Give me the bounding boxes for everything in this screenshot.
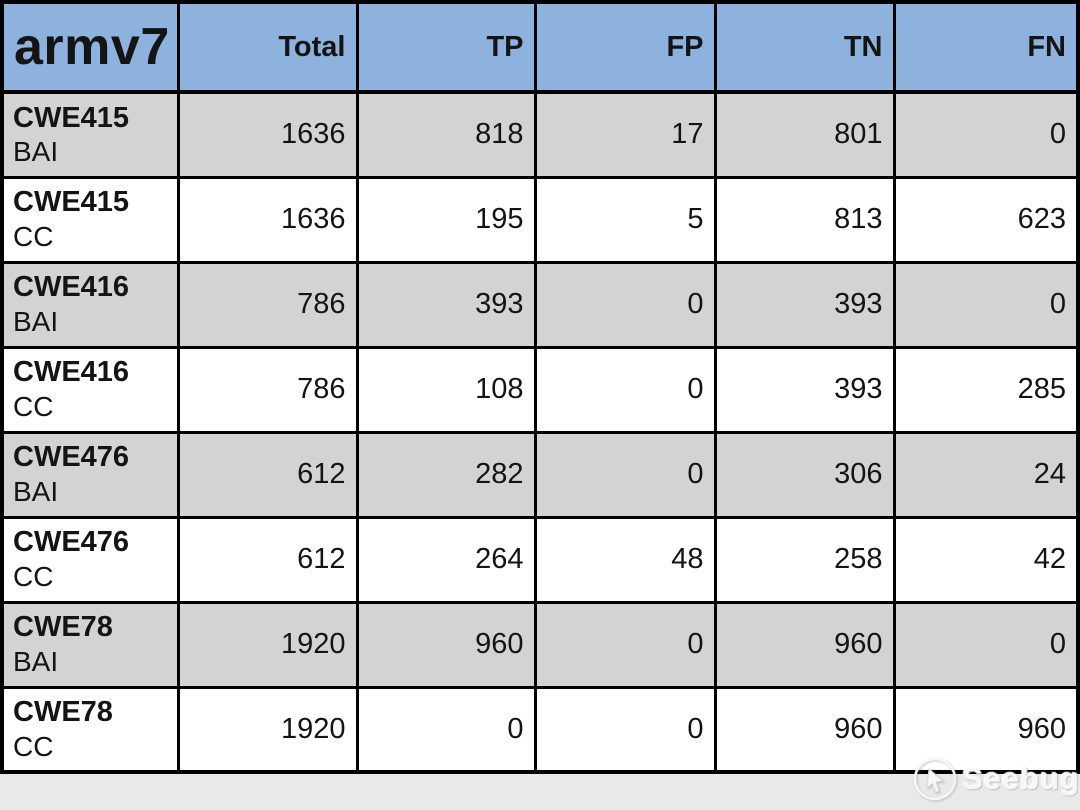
- total-cell: 1636: [176, 175, 359, 264]
- cwe-id: CWE415: [13, 101, 130, 134]
- total-cell: 612: [176, 515, 359, 604]
- table-title: armv7: [0, 0, 180, 94]
- tn-cell: 306: [713, 430, 896, 519]
- fp-cell: 17: [533, 90, 717, 179]
- fn-cell: 285: [892, 345, 1080, 434]
- fn-cell: 24: [892, 430, 1080, 519]
- cwe-id: CWE476: [13, 441, 130, 474]
- fn-cell: 960: [892, 685, 1080, 774]
- cwe-id: CWE416: [13, 356, 130, 389]
- cwe-id: CWE416: [13, 271, 130, 304]
- tool-variant: BAI: [13, 136, 59, 168]
- row-label-cell: CWE78 BAI: [0, 600, 180, 689]
- table-row: CWE78 CC 1920 0 0 960 960: [0, 685, 1080, 774]
- header-row: armv7 Total TP FP TN FN: [0, 0, 1080, 94]
- fp-cell: 5: [533, 175, 717, 264]
- tp-cell: 264: [355, 515, 537, 604]
- fn-cell: 0: [892, 90, 1080, 179]
- fn-cell: 0: [892, 260, 1080, 349]
- tp-cell: 195: [355, 175, 537, 264]
- row-label-cell: CWE78 CC: [0, 685, 180, 774]
- tool-variant: BAI: [13, 646, 59, 678]
- table-row: CWE476 BAI 612 282 0 306 24: [0, 430, 1080, 519]
- fp-cell: 48: [533, 515, 717, 604]
- tool-variant: BAI: [13, 306, 59, 338]
- fp-cell: 0: [533, 600, 717, 689]
- tool-variant: BAI: [13, 476, 59, 508]
- row-label-cell: CWE416 BAI: [0, 260, 180, 349]
- tool-variant: CC: [13, 561, 54, 593]
- cwe-id: CWE78: [13, 611, 113, 644]
- tp-cell: 818: [355, 90, 537, 179]
- table-row: CWE416 CC 786 108 0 393 285: [0, 345, 1080, 434]
- total-cell: 786: [176, 260, 359, 349]
- table-row: CWE415 CC 1636 195 5 813 623: [0, 175, 1080, 264]
- total-cell: 612: [176, 430, 359, 519]
- tool-variant: CC: [13, 730, 54, 762]
- fp-cell: 0: [533, 685, 717, 774]
- tn-cell: 393: [713, 260, 896, 349]
- tp-cell: 0: [355, 685, 537, 774]
- table-row: CWE78 BAI 1920 960 0 960 0: [0, 600, 1080, 689]
- fn-cell: 42: [892, 515, 1080, 604]
- tp-cell: 960: [355, 600, 537, 689]
- row-label-cell: CWE415 CC: [0, 175, 180, 264]
- fn-cell: 623: [892, 175, 1080, 264]
- tp-cell: 282: [355, 430, 537, 519]
- armv7-results-table: armv7 Total TP FP TN FN CWE415 BAI 1636 …: [0, 0, 1080, 774]
- tn-cell: 960: [713, 685, 896, 774]
- table-body: CWE415 BAI 1636 818 17 801 0 CWE415 CC 1…: [0, 90, 1080, 774]
- tn-cell: 801: [713, 90, 896, 179]
- fp-cell: 0: [533, 430, 717, 519]
- column-header-total: Total: [176, 0, 359, 94]
- total-cell: 786: [176, 345, 359, 434]
- tool-variant: CC: [13, 221, 54, 253]
- table-row: CWE476 CC 612 264 48 258 42: [0, 515, 1080, 604]
- row-label-cell: CWE476 CC: [0, 515, 180, 604]
- cwe-id: CWE78: [13, 696, 113, 729]
- table-row: CWE416 BAI 786 393 0 393 0: [0, 260, 1080, 349]
- fp-cell: 0: [533, 345, 717, 434]
- cwe-id: CWE415: [13, 186, 130, 219]
- tool-variant: CC: [13, 391, 54, 423]
- tn-cell: 960: [713, 600, 896, 689]
- tp-cell: 108: [355, 345, 537, 434]
- row-label-cell: CWE476 BAI: [0, 430, 180, 519]
- tn-cell: 813: [713, 175, 896, 264]
- table-row: CWE415 BAI 1636 818 17 801 0: [0, 90, 1080, 179]
- tn-cell: 258: [713, 515, 896, 604]
- tp-cell: 393: [355, 260, 537, 349]
- row-label-cell: CWE416 CC: [0, 345, 180, 434]
- column-header-tn: TN: [713, 0, 896, 94]
- cwe-id: CWE476: [13, 526, 130, 559]
- column-header-fn: FN: [892, 0, 1080, 94]
- total-cell: 1920: [176, 685, 359, 774]
- total-cell: 1920: [176, 600, 359, 689]
- column-header-fp: FP: [533, 0, 717, 94]
- row-label-cell: CWE415 BAI: [0, 90, 180, 179]
- column-header-tp: TP: [355, 0, 537, 94]
- tn-cell: 393: [713, 345, 896, 434]
- table-header: armv7 Total TP FP TN FN: [0, 0, 1080, 94]
- total-cell: 1636: [176, 90, 359, 179]
- fn-cell: 0: [892, 600, 1080, 689]
- fp-cell: 0: [533, 260, 717, 349]
